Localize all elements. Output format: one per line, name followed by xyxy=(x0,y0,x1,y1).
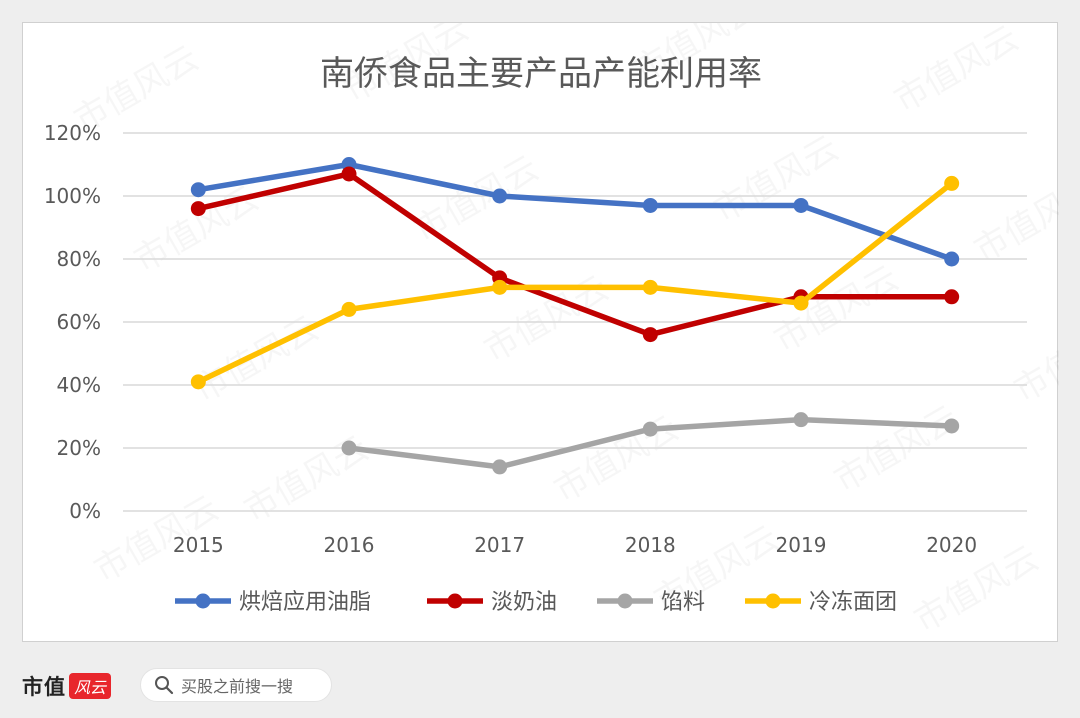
y-tick-label: 0% xyxy=(69,499,101,523)
series-4 xyxy=(190,175,960,390)
series-layer xyxy=(190,157,960,475)
series-3 xyxy=(341,412,960,475)
chart-title: 南侨食品主要产品产能利用率 xyxy=(320,54,762,94)
legend-swatch-marker xyxy=(447,593,463,609)
data-point xyxy=(341,440,357,456)
data-point xyxy=(642,421,658,437)
data-point xyxy=(944,251,960,267)
y-axis-ticks: 0% 20% 40% 60% 80% 100% 120% xyxy=(44,121,101,523)
legend-entry: 馅料 xyxy=(597,590,705,615)
legend-swatch-marker xyxy=(617,593,633,609)
search-icon xyxy=(153,674,175,696)
watermark-text: 市值风云 xyxy=(828,398,966,501)
data-point xyxy=(944,418,960,434)
brand-logo: 风云 xyxy=(69,673,112,699)
grid-layer xyxy=(123,132,1027,512)
data-point xyxy=(492,188,508,204)
data-point xyxy=(492,279,508,295)
legend-label: 烘焙应用油脂 xyxy=(239,590,371,615)
data-point xyxy=(190,182,206,198)
data-point xyxy=(341,166,357,182)
data-point xyxy=(190,374,206,390)
legend-swatch-marker xyxy=(195,593,211,609)
y-tick-label: 120% xyxy=(44,121,101,145)
data-point xyxy=(793,412,809,428)
watermark-text: 市值风云 xyxy=(188,308,326,411)
footer: 市值 风云 买股之前搜一搜 xyxy=(0,650,1080,718)
x-tick-label: 2020 xyxy=(926,533,977,557)
x-tick-label: 2016 xyxy=(324,533,375,557)
watermark-text: 市值风云 xyxy=(968,168,1060,271)
series-line xyxy=(195,161,955,262)
brand[interactable]: 市值 风云 xyxy=(22,672,112,700)
x-axis-ticks: 2015 2016 2017 2018 2019 2020 xyxy=(173,533,977,557)
legend-label: 冷冻面团 xyxy=(809,590,897,615)
data-point xyxy=(793,197,809,213)
x-tick-label: 2017 xyxy=(474,533,525,557)
y-tick-label: 40% xyxy=(57,373,101,397)
x-tick-label: 2018 xyxy=(625,533,676,557)
series-2 xyxy=(190,166,960,343)
legend-entry: 冷冻面团 xyxy=(745,590,897,615)
data-point xyxy=(944,175,960,191)
watermark-text: 市值风云 xyxy=(888,23,1026,121)
x-tick-label: 2019 xyxy=(776,533,827,557)
data-point xyxy=(190,201,206,217)
legend-label: 馅料 xyxy=(661,590,705,615)
data-point xyxy=(642,279,658,295)
legend-swatch-marker xyxy=(765,593,781,609)
series-line xyxy=(195,180,955,385)
data-point xyxy=(642,197,658,213)
search-placeholder: 买股之前搜一搜 xyxy=(181,677,294,696)
x-tick-label: 2015 xyxy=(173,533,224,557)
search-box[interactable]: 买股之前搜一搜 xyxy=(140,668,332,702)
series-line xyxy=(195,171,955,338)
chart-card: 市值风云 市值风云 市值风云 市值风云 市值风云 市值风云 市值风云 市值风云 市值风云 市值风云… xyxy=(22,22,1058,642)
legend-entry: 烘焙应用油脂 xyxy=(175,590,371,615)
data-point xyxy=(492,459,508,475)
brand-name: 市值 xyxy=(22,675,66,699)
watermark-text: 市值风云 xyxy=(1008,308,1060,411)
y-tick-label: 100% xyxy=(44,184,101,208)
legend: 烘焙应用油脂 淡奶油 馅料 冷冻面团 xyxy=(175,590,897,615)
data-point xyxy=(341,301,357,317)
watermark-text: 市值风云 xyxy=(548,408,686,511)
data-point xyxy=(642,327,658,343)
data-point xyxy=(944,289,960,305)
y-tick-label: 20% xyxy=(57,436,101,460)
legend-label: 淡奶油 xyxy=(491,590,557,615)
legend-entry: 淡奶油 xyxy=(427,590,557,615)
y-tick-label: 80% xyxy=(57,247,101,271)
series-1 xyxy=(190,157,960,267)
y-tick-label: 60% xyxy=(57,310,101,334)
data-point xyxy=(793,295,809,311)
